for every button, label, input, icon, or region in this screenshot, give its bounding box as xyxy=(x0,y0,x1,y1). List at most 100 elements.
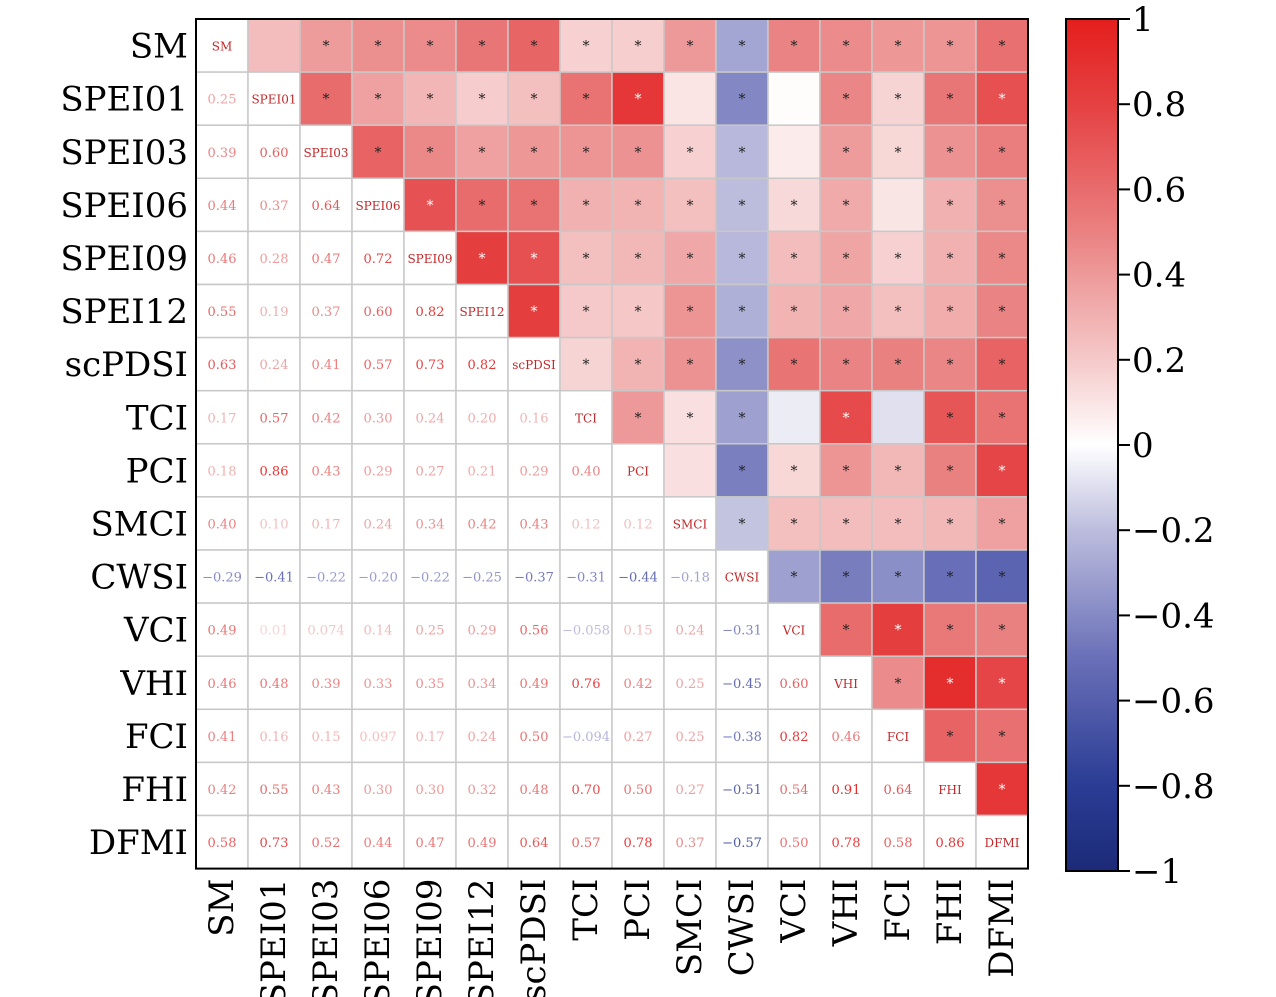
significance-marker: * xyxy=(427,92,434,108)
correlation-value-label: 0.91 xyxy=(832,783,861,798)
significance-marker: * xyxy=(739,145,746,161)
value-cell xyxy=(663,708,717,764)
diagonal-label: CWSI xyxy=(725,571,760,585)
correlation-value-label: 0.24 xyxy=(676,624,705,639)
significance-marker: * xyxy=(999,198,1006,214)
heatmap-cell xyxy=(975,230,1029,286)
significance-marker: * xyxy=(843,463,850,479)
correlation-value-label: 0.33 xyxy=(364,677,393,692)
correlation-value-label: 0.57 xyxy=(260,411,289,426)
correlation-value-label: 0.30 xyxy=(364,411,393,426)
column-label: FHI xyxy=(930,879,970,946)
correlation-value-label: 0.37 xyxy=(260,199,289,214)
significance-marker: * xyxy=(531,251,538,267)
diagonal-cell xyxy=(559,389,613,445)
significance-marker: * xyxy=(947,410,954,426)
significance-marker: * xyxy=(947,198,954,214)
heatmap-cell xyxy=(455,71,509,126)
value-cell xyxy=(455,708,509,764)
significance-marker: * xyxy=(687,145,694,161)
significance-marker: * xyxy=(635,251,642,267)
significance-marker: * xyxy=(583,92,590,108)
value-cell xyxy=(507,443,561,498)
value-cell xyxy=(559,602,613,657)
correlation-value-label: 0.46 xyxy=(208,252,237,267)
significance-marker: * xyxy=(843,623,850,639)
correlation-value-label: 0.76 xyxy=(572,677,601,692)
correlation-value-label: 0.55 xyxy=(260,783,289,798)
correlation-value-label: −0.20 xyxy=(358,571,398,586)
column-label: CWSI xyxy=(722,879,762,977)
correlation-value-label: 0.29 xyxy=(364,464,393,479)
significance-marker: * xyxy=(375,92,382,108)
colorbar-tick-label: −0.8 xyxy=(1132,767,1215,807)
correlation-value-label: 0.16 xyxy=(260,730,289,745)
heatmap-cell xyxy=(611,389,665,445)
heatmap-cell xyxy=(975,708,1029,764)
correlation-value-label: 0.60 xyxy=(364,305,393,320)
value-cell xyxy=(299,549,353,604)
row-label: SPEI09 xyxy=(60,239,188,279)
correlation-value-label: 0.43 xyxy=(312,783,341,798)
heatmap-cell xyxy=(923,71,977,126)
heatmap-cell xyxy=(559,336,613,392)
significance-marker: * xyxy=(427,39,434,55)
significance-marker: * xyxy=(947,570,954,586)
colorbar-tick-label: 1 xyxy=(1132,0,1154,40)
value-cell xyxy=(247,761,301,817)
heatmap-cell xyxy=(871,124,925,180)
heatmap-cell xyxy=(819,336,873,392)
significance-marker: * xyxy=(999,410,1006,426)
colorbar-tick-label: 0.8 xyxy=(1132,85,1186,125)
significance-marker: * xyxy=(583,304,590,320)
significance-marker: * xyxy=(375,39,382,55)
correlation-value-label: 0.73 xyxy=(260,836,289,851)
significance-marker: * xyxy=(635,145,642,161)
significance-marker: * xyxy=(947,251,954,267)
diagonal-cell xyxy=(247,71,301,126)
correlation-value-label: 0.48 xyxy=(520,783,549,798)
significance-marker: * xyxy=(947,304,954,320)
value-cell xyxy=(871,761,925,817)
diagonal-label: scPDSI xyxy=(512,358,556,372)
diagonal-cell xyxy=(507,336,561,392)
significance-marker: * xyxy=(791,570,798,586)
correlation-value-label: 0.39 xyxy=(312,677,341,692)
significance-marker: * xyxy=(687,198,694,214)
correlation-value-label: 0.28 xyxy=(260,252,289,267)
correlation-value-label: −0.38 xyxy=(722,730,762,745)
correlation-value-label: 0.17 xyxy=(208,411,237,426)
value-cell xyxy=(559,443,613,498)
correlation-value-label: 0.19 xyxy=(260,305,289,320)
colorbar-tick-label: 0.6 xyxy=(1132,170,1186,210)
heatmap-cell xyxy=(871,283,925,339)
significance-marker: * xyxy=(999,304,1006,320)
correlation-value-label: 0.24 xyxy=(416,411,445,426)
significance-marker: * xyxy=(739,357,746,373)
significance-marker: * xyxy=(843,198,850,214)
significance-marker: * xyxy=(687,410,694,426)
row-label: SPEI06 xyxy=(60,186,188,226)
significance-marker: * xyxy=(635,357,642,373)
row-label: SMCI xyxy=(90,504,188,544)
significance-marker: * xyxy=(947,39,954,55)
value-cell xyxy=(507,708,561,764)
significance-marker: * xyxy=(895,251,902,267)
correlation-value-label: 0.64 xyxy=(312,199,341,214)
heatmap-cell xyxy=(819,230,873,286)
significance-marker: * xyxy=(999,782,1006,798)
diagonal-label: SPEI09 xyxy=(407,252,452,266)
value-cell xyxy=(299,177,353,233)
heatmap-cell xyxy=(663,443,717,498)
correlation-value-label: 0.82 xyxy=(416,305,445,320)
correlation-value-label: −0.31 xyxy=(722,624,762,639)
heatmap-cell xyxy=(871,230,925,286)
heatmap-cell xyxy=(819,18,873,73)
value-cell xyxy=(455,761,509,817)
correlation-value-label: 0.42 xyxy=(208,783,237,798)
value-cell xyxy=(299,389,353,445)
value-cell xyxy=(247,443,301,498)
value-cell xyxy=(611,496,665,551)
heatmap-cell xyxy=(923,389,977,445)
correlation-value-label: 0.21 xyxy=(468,464,497,479)
